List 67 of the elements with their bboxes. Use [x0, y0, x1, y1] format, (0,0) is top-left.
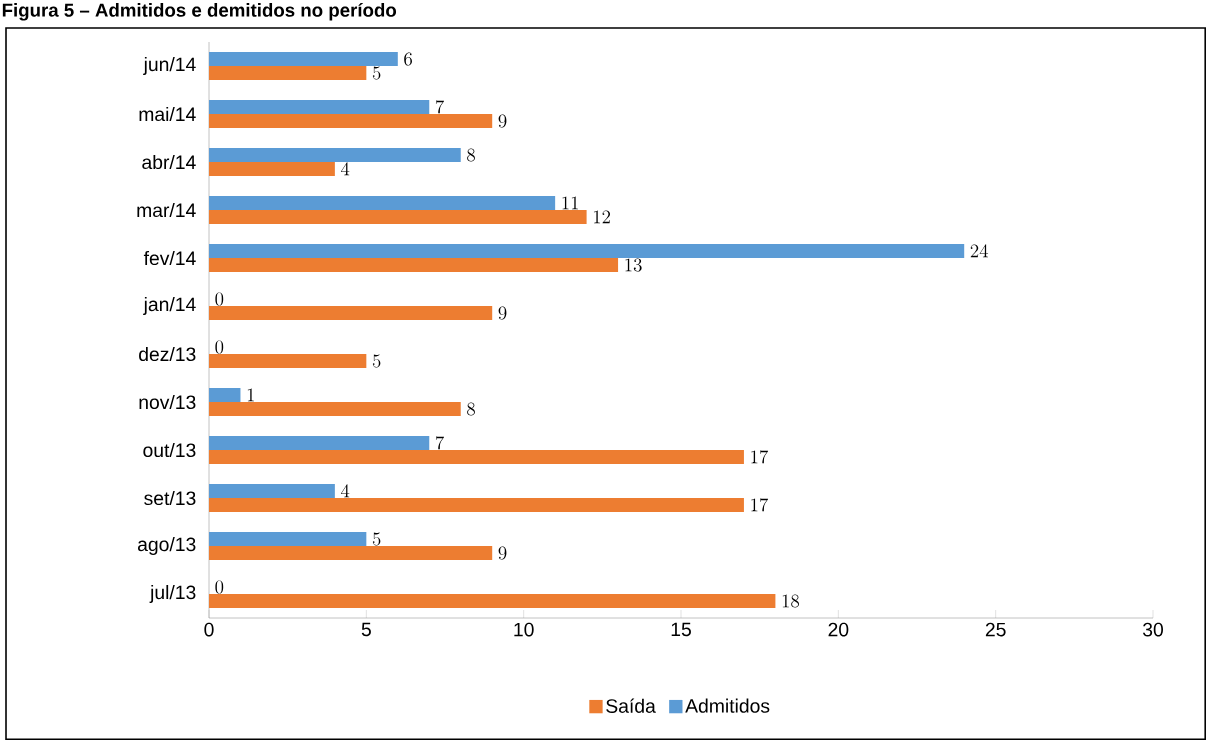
y-tick-label: ago/13 — [137, 537, 196, 556]
data-label: 18 — [782, 594, 799, 608]
data-label: 0 — [215, 292, 224, 306]
y-tick-label: mar/14 — [137, 202, 196, 218]
data-label: 0 — [215, 340, 224, 354]
data-label: 9 — [498, 306, 507, 320]
y-tick-label: out/13 — [143, 442, 196, 458]
x-tick-label: 15 — [671, 622, 691, 637]
data-label: 9 — [498, 546, 507, 560]
data-label: 0 — [215, 580, 224, 594]
data-label: 17 — [751, 498, 769, 512]
data-label: 4 — [340, 162, 350, 176]
bar — [209, 388, 241, 402]
y-tick-label: dez/13 — [139, 346, 196, 362]
y-tick-label: jul/13 — [149, 585, 196, 604]
bar — [209, 66, 367, 81]
data-label: 1 — [247, 388, 254, 402]
bar — [209, 162, 335, 177]
y-tick-label: set/13 — [144, 490, 196, 506]
data-label: 11 — [562, 196, 578, 210]
y-tick-label: jan/14 — [143, 296, 196, 316]
x-tick-label: 0 — [204, 622, 214, 637]
bar — [209, 52, 398, 67]
data-label: 13 — [625, 258, 642, 272]
x-tick-label: 20 — [828, 622, 849, 637]
legend-label: Admitidos — [685, 698, 770, 713]
bar — [209, 244, 965, 258]
bar — [209, 210, 587, 225]
data-label: 6 — [404, 52, 412, 66]
data-label: 5 — [372, 532, 381, 546]
y-tick-label: mai/14 — [139, 106, 196, 122]
y-tick-label: nov/13 — [139, 394, 196, 410]
x-tick-label: 10 — [514, 622, 534, 637]
data-label: 5 — [372, 354, 381, 368]
chart-title: Figura 5 – Admitidos e demitidos no período — [2, 2, 397, 21]
x-tick-label: 30 — [1142, 622, 1163, 637]
data-label: 7 — [435, 100, 444, 114]
bar — [209, 532, 367, 547]
bar — [209, 100, 430, 114]
data-label: 8 — [467, 402, 475, 416]
data-label: 24 — [970, 244, 989, 258]
y-tick-label: jun/14 — [143, 56, 196, 76]
bar — [209, 196, 556, 211]
legend-label: Saída — [606, 698, 656, 713]
y-tick-label: fev/14 — [143, 250, 196, 266]
bar — [209, 148, 461, 163]
bar — [209, 450, 744, 465]
bar — [209, 402, 461, 416]
bar — [209, 546, 493, 561]
bar — [209, 306, 493, 321]
data-label: 12 — [593, 210, 611, 224]
bar — [209, 354, 367, 369]
bar — [209, 258, 619, 272]
bar — [209, 594, 776, 609]
data-label: 5 — [372, 66, 381, 80]
data-label: 4 — [340, 484, 350, 498]
data-label: 9 — [498, 114, 507, 128]
bar — [209, 114, 493, 128]
data-label: 7 — [435, 436, 444, 450]
bar — [209, 484, 335, 499]
x-tick-label: 25 — [985, 622, 1006, 637]
x-tick-label: 5 — [361, 622, 371, 637]
y-tick-label: abr/14 — [142, 154, 196, 170]
bar — [209, 436, 430, 451]
data-label: 17 — [751, 450, 769, 464]
data-label: 8 — [467, 148, 475, 162]
bar — [209, 498, 744, 513]
